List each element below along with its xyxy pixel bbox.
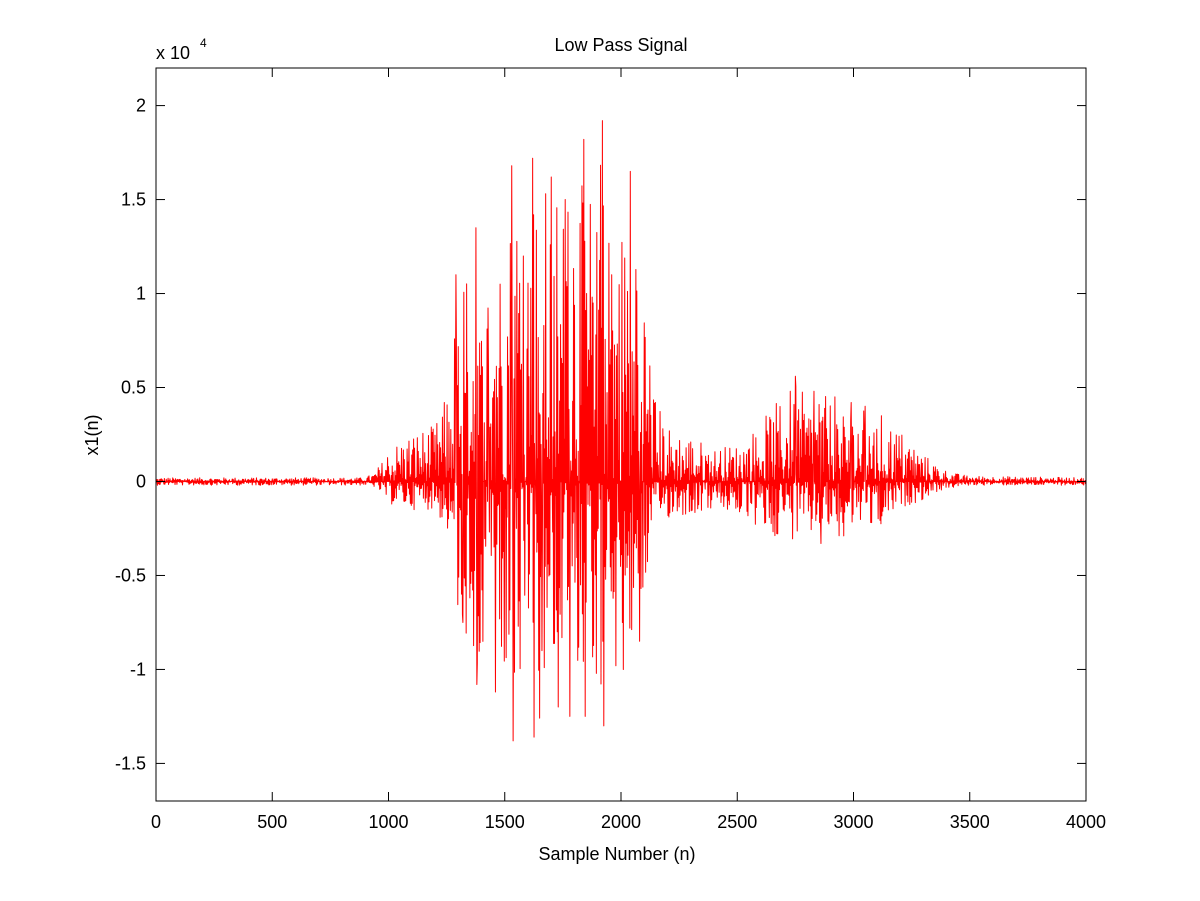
x-tick-label: 3500: [950, 812, 990, 832]
x-tick-label: 2500: [717, 812, 757, 832]
y-tick-label: 0.5: [121, 378, 146, 398]
y-tick-label: 0: [136, 471, 146, 491]
x-tick-label: 500: [257, 812, 287, 832]
x-tick-label: 3000: [833, 812, 873, 832]
y-multiplier-exponent: 4: [200, 36, 207, 50]
y-axis-label: x1(n): [82, 414, 102, 455]
chart-title: Low Pass Signal: [554, 35, 687, 55]
x-tick-label: 2000: [601, 812, 641, 832]
plot-frame: [155, 67, 1087, 802]
x-tick-label: 1500: [485, 812, 525, 832]
y-tick-label: 2: [136, 96, 146, 116]
ticks-layer: 0 500 1000 1500 2000 2500 3000 3500 4000 -1.5 -1 -0…: [115, 68, 1106, 832]
signal-series-line: [155, 120, 1087, 742]
plot-area: [156, 68, 1086, 801]
series-layer: [155, 120, 1087, 742]
x-tick-label: 1000: [368, 812, 408, 832]
y-tick-label: 1: [136, 284, 146, 304]
y-tick-label: -1: [130, 659, 146, 679]
x-tick-label: 0: [151, 812, 161, 832]
y-multiplier-base: x 10: [156, 43, 190, 63]
y-tick-label: 1.5: [121, 190, 146, 210]
x-axis-label: Sample Number (n): [538, 844, 695, 864]
y-tick-label: -0.5: [115, 565, 146, 585]
y-tick-label: -1.5: [115, 753, 146, 773]
x-tick-label: 4000: [1066, 812, 1106, 832]
